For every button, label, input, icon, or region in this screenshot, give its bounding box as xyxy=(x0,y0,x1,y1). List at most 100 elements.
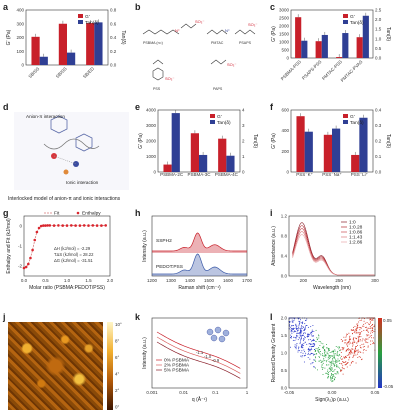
rdg-point xyxy=(331,360,333,362)
x-axis-label: Molar ratio (PSBMA:PEDOT/PSS) xyxy=(29,285,105,291)
rdg-point xyxy=(373,341,375,343)
rdg-point xyxy=(302,322,304,324)
rdg-point xyxy=(352,341,354,343)
rdg-point xyxy=(336,360,338,362)
y2-tick-label: 0 xyxy=(242,170,245,175)
rdg-point xyxy=(315,329,317,331)
rdg-point xyxy=(348,349,350,351)
rdg-point xyxy=(373,330,375,332)
legend-label: 0% PSBMA xyxy=(164,358,190,364)
rdg-point xyxy=(342,365,344,367)
bar-gprime xyxy=(323,134,332,172)
rdg-point xyxy=(315,341,317,343)
rdg-point xyxy=(313,366,315,368)
panel-label-l: l xyxy=(270,312,273,322)
colorbar-tick-label: 2° xyxy=(115,388,120,393)
y-tick-label: 0 xyxy=(153,170,156,175)
rdg-point xyxy=(306,318,308,320)
x-tick-label: 1.5 xyxy=(85,278,92,283)
rdg-point xyxy=(291,319,293,321)
enthalpy-point xyxy=(87,224,90,227)
rdg-point xyxy=(327,353,329,355)
y2-tick-label: 0.2 xyxy=(110,49,117,54)
series-line xyxy=(156,336,241,374)
rdg-point xyxy=(328,349,330,351)
enthalpy-point xyxy=(95,224,99,227)
bar-tan xyxy=(321,34,328,58)
rdg-point xyxy=(355,347,357,349)
panel-label-h: h xyxy=(135,208,141,218)
legend-label: 1:0.86 xyxy=(349,230,363,236)
rdg-point xyxy=(329,357,331,359)
rdg-point xyxy=(313,330,315,332)
chart-g-itc: 0.0 0.5 1.0 1.5 2.0 -2 -1 0 Molar ratio (PSBMA:P… xyxy=(6,211,114,292)
rdg-point xyxy=(316,339,318,341)
rdg-point xyxy=(312,353,314,355)
rdg-point xyxy=(307,333,309,335)
rdg-point xyxy=(324,352,326,354)
rdg-point xyxy=(352,357,354,359)
enthalpy-point xyxy=(91,224,95,227)
y-tick-label: 2500 xyxy=(279,16,290,21)
rdg-point xyxy=(358,356,360,358)
inset-network-node xyxy=(210,334,218,342)
inset-network-node xyxy=(218,335,226,343)
panel-label-i: i xyxy=(270,208,273,218)
rdg-point xyxy=(291,325,293,327)
rdg-point xyxy=(371,329,373,331)
rdg-point xyxy=(334,358,336,360)
legend-swatch-gprime xyxy=(78,14,83,18)
rdg-colorbar xyxy=(378,318,382,388)
legend-label-tan: Tan(δ) xyxy=(350,120,364,126)
rdg-point xyxy=(292,328,294,330)
rdg-point xyxy=(340,355,342,357)
rdg-point xyxy=(308,343,310,345)
rdg-point xyxy=(334,350,336,352)
category-label: PSBMA-3C xyxy=(187,172,211,177)
bar-gprime xyxy=(218,138,227,172)
y-axis-label: Enthalpy and Fit (kJ/mol) xyxy=(6,218,12,274)
rdg-point xyxy=(295,323,297,325)
plot-frame xyxy=(288,317,376,389)
y-axis-label: G' (Pa) xyxy=(138,133,144,149)
rdg-point xyxy=(321,364,323,366)
rdg-point xyxy=(313,359,315,361)
rdg-point xyxy=(364,327,366,329)
rdg-point xyxy=(359,346,361,348)
rdg-point xyxy=(303,349,305,351)
rdg-point xyxy=(352,339,354,341)
colorbar-tick-label: 0° xyxy=(115,405,120,410)
y-axis-label: Intensity (a.u.) xyxy=(142,230,148,262)
rdg-point xyxy=(336,351,338,353)
rdg-point xyxy=(302,340,304,342)
colorbar-tick-label: 4° xyxy=(115,372,120,377)
enthalpy-point xyxy=(33,238,37,242)
rdg-point xyxy=(348,359,350,361)
rdg-point xyxy=(334,360,336,362)
rdg-point xyxy=(357,323,359,325)
rdg-point xyxy=(357,357,359,359)
rdg-point xyxy=(327,371,329,373)
rdg-point xyxy=(343,368,345,370)
rdg-point xyxy=(335,359,337,361)
rdg-point xyxy=(373,343,375,345)
rdg-point xyxy=(304,323,306,325)
rdg-point xyxy=(322,355,324,357)
enthalpy-point xyxy=(57,224,60,227)
rdg-point xyxy=(314,356,316,358)
rdg-point xyxy=(330,367,332,369)
rdg-point xyxy=(302,346,304,348)
legend-label-enthalpy: Enthalpy xyxy=(82,211,101,217)
rdg-point xyxy=(350,342,352,344)
rdg-point xyxy=(303,330,305,332)
rdg-point xyxy=(314,344,316,346)
y-tick-label: -2 xyxy=(18,264,22,269)
rdg-point xyxy=(295,346,297,348)
category-label: PMTAC-PSS xyxy=(321,59,343,81)
rdg-point xyxy=(328,375,330,377)
rdg-point xyxy=(314,359,316,361)
rdg-point xyxy=(345,336,347,338)
y-tick-label: 0 xyxy=(19,224,22,229)
panel-label-f: f xyxy=(270,102,273,112)
x-tick-label: 1300 xyxy=(166,278,177,283)
